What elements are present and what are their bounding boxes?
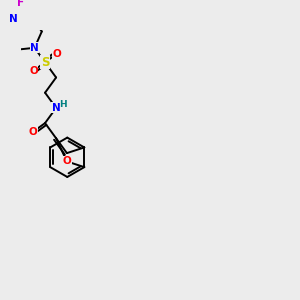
Text: O: O xyxy=(62,157,71,166)
Text: F: F xyxy=(17,0,24,8)
Text: H: H xyxy=(59,100,67,109)
Text: N: N xyxy=(30,43,39,53)
Text: O: O xyxy=(28,127,37,137)
Text: O: O xyxy=(29,66,38,76)
Text: N: N xyxy=(9,14,18,24)
Text: N: N xyxy=(52,103,61,113)
Text: O: O xyxy=(52,49,61,59)
Text: S: S xyxy=(41,56,49,69)
